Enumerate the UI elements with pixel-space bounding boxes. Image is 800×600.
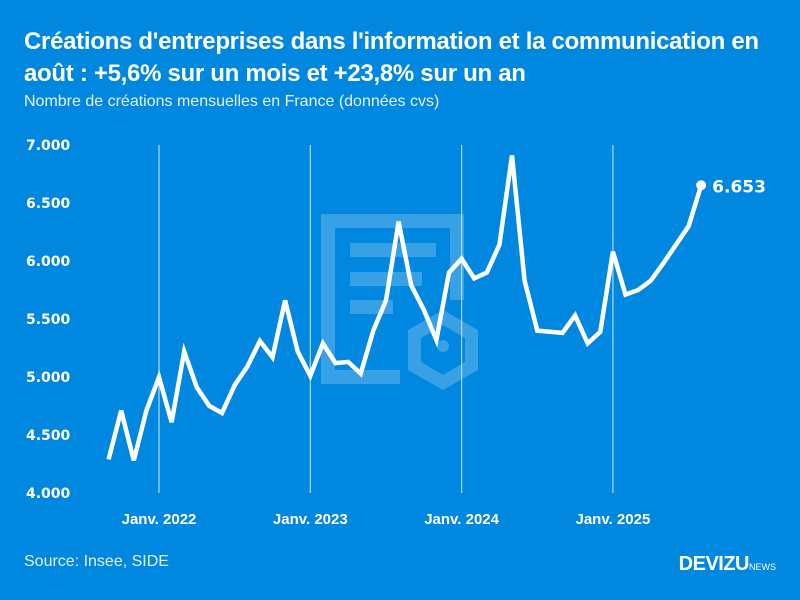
data-line — [106, 155, 704, 462]
y-tick-label: 7.000 — [26, 138, 71, 154]
source-note: Source: Insee, SIDE — [24, 553, 169, 570]
y-tick-label: 4.000 — [26, 486, 71, 502]
brand-logo: DEVIZUNEWS — [679, 553, 776, 576]
x-tick-label: Janv. 2022 — [122, 511, 197, 528]
y-tick-label: 5.500 — [26, 312, 71, 328]
y-tick-label: 4.500 — [26, 428, 71, 444]
gridlines — [158, 145, 614, 493]
brand-name: DEVIZU — [678, 553, 750, 575]
brand-suffix: NEWS — [749, 562, 776, 572]
x-tick-label: Janv. 2023 — [273, 511, 348, 528]
y-tick-label: 6.000 — [26, 254, 71, 270]
x-tick-label: Janv. 2024 — [424, 511, 499, 528]
y-tick-label: 5.000 — [26, 370, 71, 386]
series-line: 6.653 — [106, 155, 766, 462]
x-tick-label: Janv. 2025 — [576, 511, 651, 528]
end-value-label: 6.653 — [712, 177, 766, 197]
x-axis: Janv. 2022 Janv. 2023 Janv. 2024 Janv. 2025 — [122, 511, 651, 528]
y-axis: 7.000 6.500 6.000 5.500 5.000 4.500 4.000 — [26, 138, 71, 502]
chart-title: Créations d'entreprises dans l'informati… — [24, 28, 759, 87]
chart-subtitle: Nombre de créations mensuelles en France… — [24, 93, 440, 110]
end-point-marker — [696, 180, 707, 191]
y-tick-label: 6.500 — [26, 196, 71, 212]
